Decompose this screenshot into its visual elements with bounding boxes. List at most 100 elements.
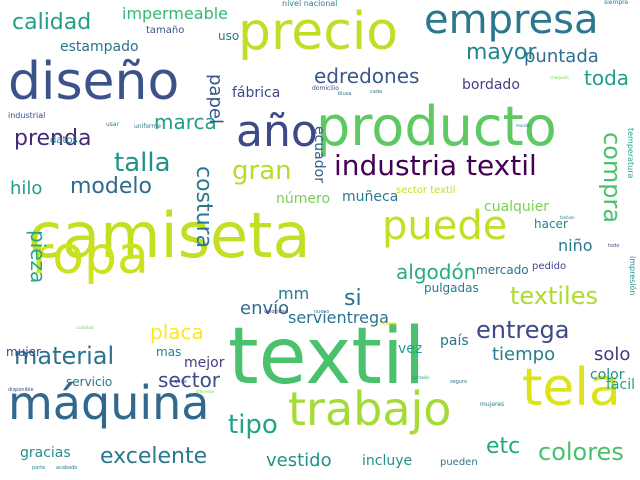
word-quito: quito bbox=[174, 379, 187, 385]
word-chaqueta: chaqueta bbox=[550, 75, 569, 80]
word-mayor: mayor bbox=[466, 40, 537, 65]
word-textiles: textiles bbox=[510, 282, 598, 310]
word-modelo: modelo bbox=[70, 174, 152, 199]
word-usar: usar bbox=[106, 121, 120, 128]
word-cantidad: cantidad bbox=[76, 325, 94, 330]
word-producto: producto bbox=[316, 95, 557, 158]
word-excelente: excelente bbox=[100, 444, 208, 469]
word-puede: puede bbox=[382, 203, 508, 249]
word-industrial: industrial bbox=[8, 111, 46, 120]
word-nuevo: nuevo bbox=[314, 309, 330, 315]
word-seguro: seguro bbox=[450, 379, 468, 385]
word-tela: tela bbox=[522, 358, 621, 418]
word-mercado: mercado bbox=[476, 263, 529, 277]
word-mas: mas bbox=[156, 345, 182, 359]
word-diseño: diseño bbox=[8, 52, 180, 112]
word-niño: niño bbox=[558, 236, 593, 255]
word-muñeca: muñeca bbox=[342, 189, 399, 205]
word-cada: cada bbox=[370, 89, 383, 95]
word-ecuador: ecuador bbox=[311, 126, 327, 183]
word-gran: gran bbox=[232, 156, 292, 186]
word-máquina: máquina bbox=[8, 376, 210, 430]
word-temperatura: temperatura bbox=[626, 128, 635, 179]
word-costura: costura bbox=[191, 166, 216, 249]
word-datos: datos bbox=[50, 135, 78, 146]
word-mm: mm bbox=[278, 284, 310, 303]
word-blusa: blusa bbox=[338, 91, 352, 97]
word-siempre: siempre bbox=[604, 0, 629, 6]
word-precio: precio bbox=[238, 2, 399, 62]
word-estampado: estampado bbox=[60, 39, 139, 55]
word-mujer: mujer bbox=[6, 345, 41, 359]
word-sector-textil: sector textil bbox=[396, 185, 456, 196]
word-uso: uso bbox=[218, 29, 240, 43]
word-camiseta: camiseta bbox=[28, 199, 311, 272]
word-fashion: fashion bbox=[560, 215, 575, 220]
word-tamaño: tamaño bbox=[146, 25, 185, 36]
word-año: año bbox=[236, 106, 318, 157]
word-vestido: vestido bbox=[266, 450, 332, 471]
word-parte: parte bbox=[32, 465, 46, 471]
word-sector: sector bbox=[158, 368, 221, 392]
word-hacer: hacer bbox=[534, 217, 568, 231]
word-velocidad: velocidad bbox=[264, 309, 289, 315]
word-mejor: mejor bbox=[184, 355, 225, 371]
word-bordado: bordado bbox=[462, 77, 520, 93]
word-mundo: mundo bbox=[516, 123, 530, 128]
word-material: material bbox=[14, 342, 115, 370]
word-etc: etc bbox=[486, 434, 521, 459]
word-cualquier: cualquier bbox=[484, 199, 550, 215]
word-impresión: impresión bbox=[628, 256, 637, 296]
word-fácil: fácil bbox=[606, 377, 635, 393]
word-todo: todo bbox=[608, 243, 620, 249]
word-domicilio: domicilio bbox=[312, 85, 339, 92]
word-papel: papel bbox=[205, 74, 226, 124]
word-hilo: hilo bbox=[10, 178, 43, 199]
word-industria-textil: industria textil bbox=[334, 149, 537, 182]
word-mujeres: mujeres bbox=[480, 401, 505, 408]
word-pulgadas: pulgadas bbox=[424, 281, 479, 295]
word-uniforme: uniforme bbox=[134, 123, 161, 130]
word-prenda: prenda bbox=[14, 126, 92, 151]
word-vez: vez bbox=[398, 341, 423, 357]
word-marca: marca bbox=[154, 110, 217, 134]
word-solo: solo bbox=[594, 344, 631, 365]
word-empresa: empresa bbox=[424, 0, 599, 43]
word-diferente: diferente bbox=[196, 389, 215, 394]
word-entrega: entrega bbox=[476, 316, 570, 344]
word-servientrega: servientrega bbox=[288, 308, 389, 327]
word-calidad: calidad bbox=[12, 10, 92, 35]
word-pantalón: pantalón bbox=[412, 375, 430, 380]
word-toda: toda bbox=[584, 66, 630, 90]
word-impermeable: impermeable bbox=[122, 4, 229, 23]
word-edredones: edredones bbox=[314, 64, 420, 88]
word-puntada: puntada bbox=[524, 46, 599, 67]
word-color: color bbox=[590, 367, 625, 383]
word-talla: talla bbox=[114, 148, 171, 178]
word-textil: textil bbox=[228, 312, 426, 402]
word-envío: envío bbox=[240, 298, 290, 319]
word-si: si bbox=[344, 286, 362, 311]
word-ropa: ropa bbox=[32, 226, 149, 286]
word-compra: compra bbox=[598, 132, 626, 224]
word-pueden: pueden bbox=[440, 457, 478, 468]
word-zapatos: zapatos bbox=[380, 321, 396, 326]
word-país: país bbox=[440, 333, 469, 349]
word-acabado: acabado bbox=[56, 465, 78, 471]
word-número: número bbox=[276, 191, 331, 207]
word-algodón: algodón bbox=[396, 260, 477, 284]
word-trabajo: trabajo bbox=[288, 382, 452, 436]
word-tipo: tipo bbox=[228, 410, 278, 440]
word-nivel-nacional: nivel nacional bbox=[282, 0, 338, 8]
word-placa: placa bbox=[150, 320, 204, 344]
word-tiempo: tiempo bbox=[492, 344, 556, 365]
word-pieza: pieza bbox=[26, 230, 50, 284]
word-pedido: pedido bbox=[532, 261, 567, 272]
word-gracias: gracias bbox=[20, 445, 71, 461]
word-incluye: incluye bbox=[362, 453, 413, 469]
word-disponible: disponible bbox=[8, 387, 34, 393]
word-fábrica: fábrica bbox=[232, 85, 281, 101]
word-colores: colores bbox=[538, 438, 624, 466]
word-servicio: servicio bbox=[66, 375, 113, 389]
